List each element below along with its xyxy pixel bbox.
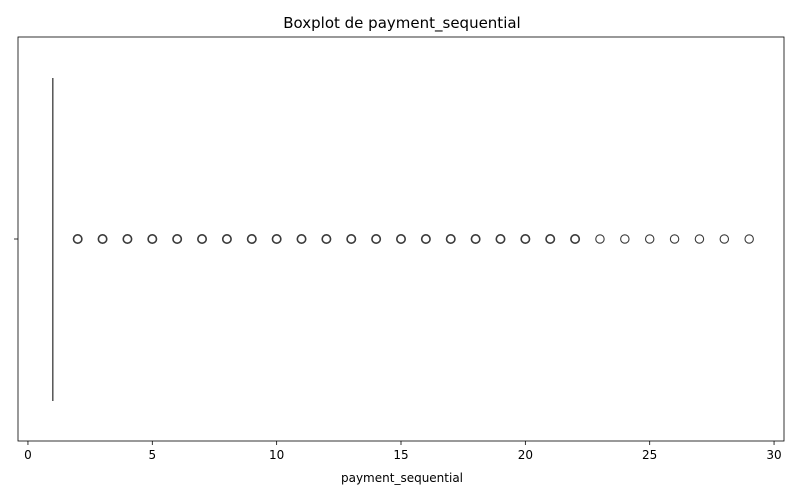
outlier-point (271, 234, 282, 245)
outlier-point (644, 234, 655, 244)
outlier-point (296, 234, 307, 245)
outlier-point (495, 234, 506, 245)
outlier-point (595, 234, 605, 244)
x-tick-label: 0 (24, 448, 32, 462)
x-tick-label: 25 (642, 448, 657, 462)
outlier-point (72, 234, 83, 245)
outlier-point (470, 234, 481, 245)
x-axis-label: payment_sequential (341, 471, 463, 485)
outlier-point (520, 234, 531, 245)
outlier-point (246, 234, 257, 245)
x-tick-label: 15 (393, 448, 408, 462)
outlier-point (172, 234, 183, 245)
chart-title: Boxplot de payment_sequential (283, 14, 520, 33)
x-tick-label: 5 (148, 448, 156, 462)
plot-area (17, 36, 785, 442)
outlier-point (346, 234, 357, 245)
outlier-point (122, 234, 133, 245)
outlier-point (147, 234, 158, 245)
outlier-point (97, 234, 108, 245)
outlier-point (420, 234, 431, 245)
outlier-point (545, 234, 556, 245)
x-tick-label: 10 (269, 448, 284, 462)
x-axis-ticks: 0 5 10 15 20 25 30 (24, 441, 782, 462)
x-tick-label: 20 (518, 448, 533, 462)
outlier-point (570, 234, 581, 245)
outlier-points (72, 234, 754, 245)
outlier-point (669, 234, 680, 244)
outlier-point (445, 234, 456, 245)
outlier-point (620, 234, 630, 244)
x-tick-label: 30 (766, 448, 781, 462)
outlier-point (694, 234, 705, 244)
outlier-point (197, 234, 208, 245)
outlier-point (221, 234, 232, 245)
outlier-point (744, 234, 754, 244)
outlier-point (395, 234, 406, 245)
outlier-point (371, 234, 382, 245)
outlier-point (321, 234, 332, 245)
outlier-point (719, 234, 730, 244)
